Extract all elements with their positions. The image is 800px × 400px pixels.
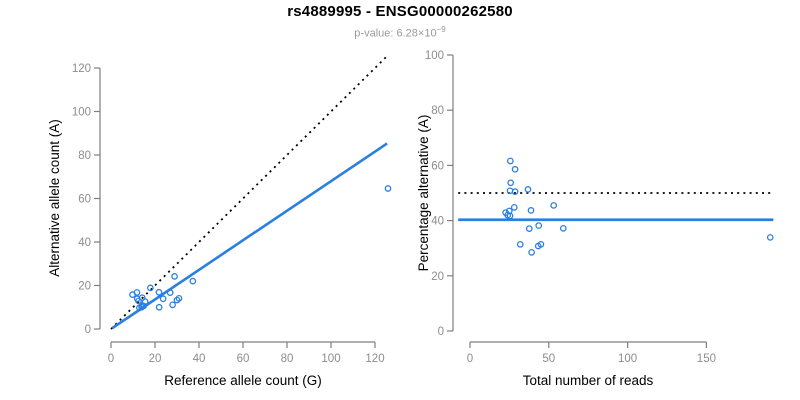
data-point: [516, 240, 524, 248]
data-point: [175, 294, 183, 302]
x-tick-label: 100: [321, 353, 340, 365]
data-point: [135, 297, 142, 305]
x-tick-label: 40: [193, 353, 206, 365]
pvalue-text: p-value: 6.28×10: [354, 27, 437, 40]
figure-title: rs4889995 - ENSG00000262580: [287, 3, 513, 20]
data-point: [155, 303, 163, 311]
data-point: [537, 240, 545, 248]
data-point: [166, 289, 174, 297]
data-point: [511, 188, 519, 195]
data-point: [766, 234, 774, 241]
y-tick-label: 0: [85, 324, 91, 336]
x-axis-title: Total number of reads: [523, 373, 654, 388]
y-tick-label: 120: [72, 63, 91, 75]
y-axis-title: Percentage alternative (A): [416, 115, 431, 272]
data-point: [506, 212, 514, 220]
y-tick-label: 20: [431, 271, 444, 283]
data-point: [506, 157, 514, 165]
y-tick-label: 40: [431, 216, 444, 228]
data-point: [133, 289, 141, 296]
fit-line: [111, 142, 388, 330]
x-tick-label: 150: [697, 353, 716, 365]
data-point: [155, 288, 163, 296]
identity-line: [110, 55, 388, 330]
x-axis-title: Reference allele count (G): [164, 373, 322, 388]
data-point: [140, 302, 147, 310]
x-tick-label: 100: [618, 353, 637, 365]
y-tick-label: 60: [78, 194, 91, 206]
x-tick-label: 50: [542, 353, 555, 365]
x-tick-label: 0: [467, 353, 473, 365]
y-tick-label: 100: [72, 107, 91, 119]
data-point: [159, 295, 167, 303]
data-point: [147, 284, 154, 292]
y-tick-label: 80: [431, 105, 444, 117]
x-tick-label: 60: [237, 353, 250, 365]
y-axis-title: Alternative allele count (A): [47, 119, 62, 277]
y-tick-label: 100: [425, 50, 444, 62]
data-point: [384, 185, 392, 192]
data-point: [535, 222, 543, 229]
y-tick-label: 80: [78, 150, 91, 162]
data-point: [527, 207, 535, 214]
y-tick-label: 0: [438, 326, 444, 338]
data-point: [550, 202, 558, 209]
y-tick-label: 40: [78, 237, 91, 249]
x-tick-label: 80: [281, 353, 294, 365]
pvalue-exponent: −9: [436, 25, 446, 34]
data-point: [189, 277, 197, 285]
data-point: [510, 204, 518, 211]
data-point: [559, 224, 567, 232]
data-point: [524, 186, 532, 193]
x-tick-label: 0: [108, 353, 114, 365]
x-tick-label: 20: [149, 353, 162, 365]
x-tick-label: 120: [365, 353, 384, 365]
data-point: [169, 301, 176, 309]
y-tick-label: 20: [78, 281, 91, 293]
data-point: [507, 179, 515, 187]
y-tick-label: 60: [431, 160, 444, 172]
figure-subtitle: p-value: 6.28×10−9: [0, 25, 800, 40]
data-point: [171, 273, 178, 280]
data-point: [511, 165, 519, 173]
data-point: [528, 248, 535, 256]
data-point: [525, 225, 533, 232]
